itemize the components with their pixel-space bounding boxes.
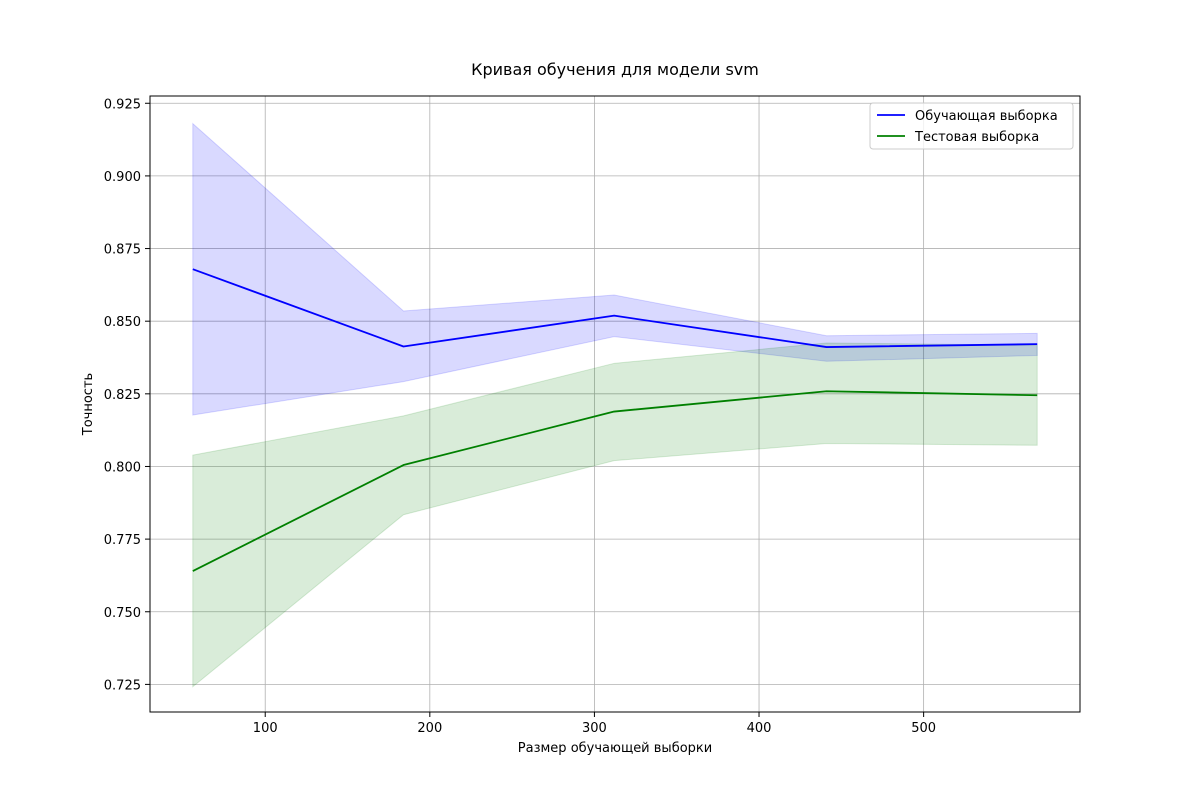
y-tick-label: 0.775	[104, 533, 141, 548]
y-tick-label: 0.750	[104, 606, 141, 621]
x-tick-label: 100	[253, 721, 278, 736]
y-tick-label: 0.850	[104, 315, 141, 330]
x-tick-label: 400	[747, 721, 772, 736]
y-tick-label: 0.725	[104, 678, 141, 693]
y-tick-label: 0.800	[104, 460, 141, 475]
plot-frame	[149, 95, 1081, 713]
y-tick-label: 0.875	[104, 243, 141, 258]
y-tick-label: 0.900	[104, 170, 141, 185]
y-axis-ticks: 0.725 0.750 0.775 0.800 0.825 0.850 0.875 0.900…	[104, 97, 150, 693]
line-test	[192, 390, 1038, 572]
x-axis-label: Размер обучающей выборки	[518, 741, 712, 756]
y-tick-label: 0.825	[104, 388, 141, 403]
confidence-bands	[192, 122, 1038, 688]
band-test	[192, 342, 1038, 688]
x-tick-label: 500	[911, 721, 936, 736]
legend-label-train: Обучающая выборка	[915, 109, 1058, 124]
legend: Обучающая выборка Тестовая выборка	[869, 102, 1074, 150]
y-axis-label: Точность	[81, 373, 96, 436]
legend-box	[869, 102, 1074, 150]
series-lines	[192, 268, 1038, 572]
x-axis-ticks: 100 200 300 400 500	[253, 712, 936, 736]
line-train	[192, 268, 1038, 348]
x-tick-label: 300	[582, 721, 607, 736]
band-train	[192, 122, 1038, 416]
y-tick-label: 0.925	[104, 97, 141, 112]
x-tick-label: 200	[417, 721, 442, 736]
legend-label-test: Тестовая выборка	[914, 130, 1039, 145]
chart-title: Кривая обучения для модели svm	[471, 60, 759, 79]
